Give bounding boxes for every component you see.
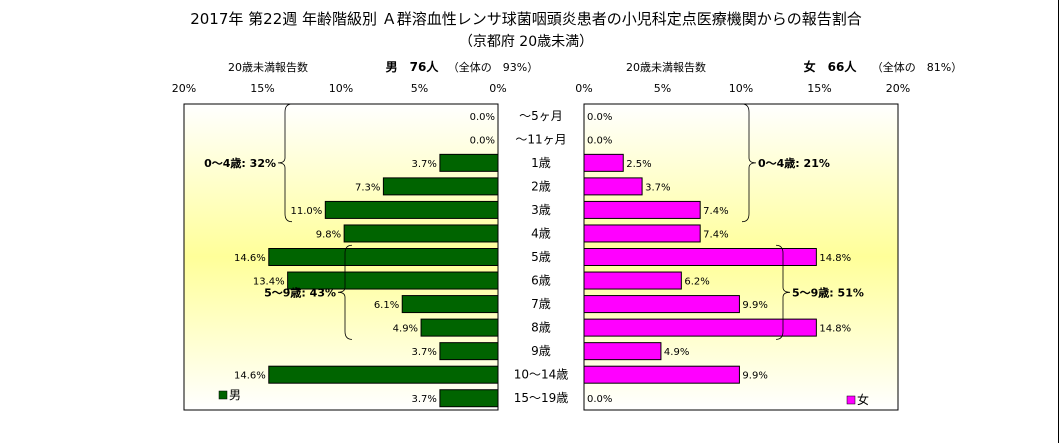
- age-group-label: 0～4歳: 21%: [758, 156, 830, 170]
- age-group-label: 0～4歳: 32%: [204, 156, 276, 170]
- female-bar: [583, 153, 624, 172]
- male-bar: [382, 177, 499, 196]
- female-bar: [583, 342, 662, 361]
- female-bar: [583, 271, 682, 290]
- age-group-brace: [337, 244, 353, 340]
- female-data-label: 9.9%: [742, 300, 767, 311]
- female-data-label: 4.9%: [664, 347, 689, 358]
- category-labels: ～5ヶ月 ～11ヶ月 1歳 2歳 3歳 4歳 5歳 6歳 7歳 8歳 9歳 10～14歳 15～19歳: [514, 109, 569, 405]
- male-data-label: 0.0%: [470, 112, 495, 123]
- male-data-label: 3.7%: [412, 159, 437, 170]
- legend-swatch-female: [846, 395, 856, 405]
- x-tick-label: 0%: [575, 82, 592, 95]
- category-label: 5歳: [531, 250, 551, 264]
- category-label: 7歳: [531, 297, 551, 311]
- age-group-brace: [277, 103, 293, 223]
- male-series: 0.0% 0.0% 3.7% 7.3% 11.0% 9.8% 14.6% 13.4% 6.1% 4…: [234, 112, 499, 408]
- female-data-label: 0.0%: [587, 112, 612, 123]
- age-group-brackets: 0～4歳: 32% 5～9歳: 43% 0～4歳: 21% 5～9歳: 51%: [204, 103, 864, 340]
- male-bar: [268, 365, 499, 384]
- male-bar: [439, 342, 499, 361]
- male-bar: [287, 271, 499, 290]
- category-label: 6歳: [531, 274, 551, 288]
- category-label: 1歳: [531, 156, 551, 170]
- male-data-label: 6.1%: [374, 300, 399, 311]
- category-label: 9歳: [531, 344, 551, 358]
- age-group-brace: [741, 103, 757, 223]
- x-tick-label: 20%: [886, 82, 910, 95]
- female-bar: [583, 177, 643, 196]
- female-bar: [583, 200, 701, 219]
- male-bar: [268, 248, 499, 266]
- axis-tick-labels: 20% 15% 10% 5% 0% 0% 5% 10% 15% 20%: [172, 82, 910, 95]
- x-tick-label: 5%: [411, 82, 428, 95]
- category-label: 3歳: [531, 203, 551, 217]
- legend-label-male: 男: [229, 388, 241, 402]
- female-header-ratio: （全体の 81%）: [872, 60, 962, 74]
- category-label: 10～14歳: [514, 368, 569, 382]
- male-data-label: 0.0%: [470, 135, 495, 146]
- male-header-count: 男 76人: [386, 59, 440, 74]
- x-tick-label: 15%: [250, 82, 274, 95]
- male-data-label: 3.7%: [412, 394, 437, 405]
- male-data-label: 11.0%: [291, 206, 323, 217]
- female-bar: [583, 295, 740, 314]
- male-header-label: 20歳未満報告数: [228, 61, 308, 74]
- male-bar: [420, 318, 499, 337]
- female-bar: [583, 318, 817, 337]
- age-group-brace: [775, 244, 791, 340]
- x-tick-label: 5%: [654, 82, 671, 95]
- male-header-ratio: （全体の 93%）: [448, 60, 538, 74]
- female-data-label: 3.7%: [645, 182, 670, 193]
- female-data-label: 7.4%: [703, 206, 728, 217]
- female-header-count: 女 66人: [804, 59, 858, 74]
- category-label: ～11ヶ月: [515, 132, 566, 146]
- female-data-label: 14.8%: [819, 253, 851, 264]
- male-data-label: 7.3%: [355, 182, 380, 193]
- female-data-label: 6.2%: [684, 277, 709, 288]
- male-bar: [343, 224, 499, 243]
- male-data-label: 14.6%: [234, 371, 266, 382]
- age-group-label: 5～9歳: 51%: [792, 285, 864, 299]
- legend-label-female: 女: [857, 392, 869, 407]
- male-bar: [439, 389, 499, 408]
- male-bar: [401, 295, 499, 314]
- chart-title: 2017年 第22週 年齢階級別 Ａ群溶血性レンサ球菌咽頭炎患者の小児科定点医療…: [190, 10, 862, 28]
- age-group-label: 5～9歳: 43%: [264, 285, 336, 299]
- male-data-label: 9.8%: [316, 229, 341, 240]
- x-tick-label: 10%: [329, 82, 353, 95]
- category-label: 15～19歳: [514, 391, 569, 405]
- female-data-label: 0.0%: [587, 135, 612, 146]
- x-tick-label: 0%: [489, 82, 506, 95]
- male-bar: [439, 153, 499, 172]
- male-data-label: 4.9%: [393, 324, 418, 335]
- female-data-label: 14.8%: [819, 324, 851, 335]
- x-tick-label: 15%: [807, 82, 831, 95]
- female-bar: [583, 365, 740, 384]
- female-bar: [583, 248, 817, 266]
- male-data-label: 14.6%: [234, 253, 266, 264]
- female-data-label: 2.5%: [626, 159, 651, 170]
- category-label: ～5ヶ月: [519, 109, 563, 123]
- chart-subtitle: （京都府 20歳未満）: [459, 34, 593, 50]
- category-label: 8歳: [531, 321, 551, 335]
- male-bar: [324, 200, 499, 219]
- legend-swatch-male: [218, 390, 228, 400]
- male-data-label: 13.4%: [253, 277, 285, 288]
- category-label: 4歳: [531, 226, 551, 240]
- female-header-label: 20歳未満報告数: [626, 61, 706, 74]
- x-tick-label: 20%: [172, 82, 196, 95]
- female-series: 0.0% 0.0% 2.5% 3.7% 7.4% 7.4% 14.8% 6.2% 9.9% 14.…: [583, 112, 851, 405]
- female-data-label: 9.9%: [742, 371, 767, 382]
- female-data-label: 7.4%: [703, 229, 728, 240]
- male-data-label: 3.7%: [412, 347, 437, 358]
- female-bar: [583, 224, 701, 243]
- x-tick-label: 10%: [729, 82, 753, 95]
- category-label: 2歳: [531, 179, 551, 193]
- female-data-label: 0.0%: [587, 394, 612, 405]
